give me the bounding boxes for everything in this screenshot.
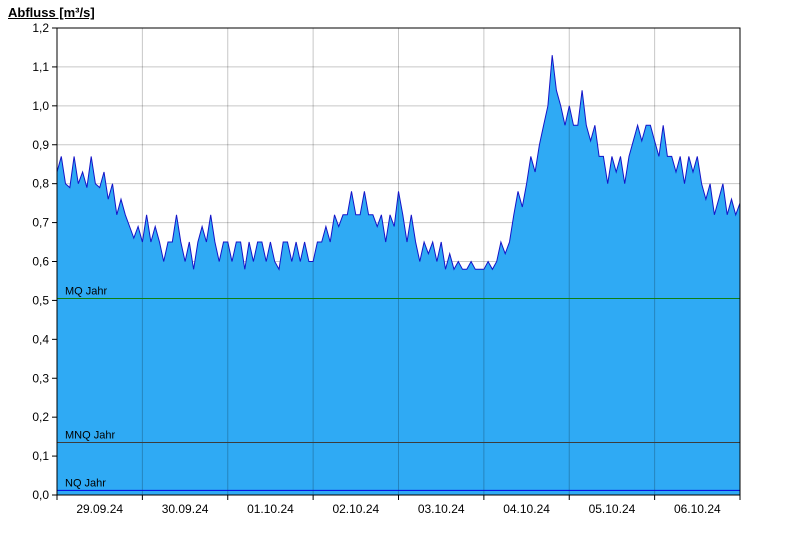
x-tick-label: 05.10.24 <box>589 502 636 516</box>
x-tick-label: 29.09.24 <box>76 502 123 516</box>
x-tick-label: 02.10.24 <box>332 502 379 516</box>
y-tick-label: 0,0 <box>32 488 49 502</box>
chart-title: Abfluss [m³/s] <box>8 5 95 20</box>
y-tick-label: 1,0 <box>32 99 49 113</box>
y-tick-label: 0,3 <box>32 371 49 385</box>
reference-label: NQ Jahr <box>65 477 106 489</box>
y-tick-label: 0,8 <box>32 177 49 191</box>
reference-label: MQ Jahr <box>65 285 108 297</box>
y-tick-label: 0,1 <box>32 449 49 463</box>
y-tick-label: 1,2 <box>32 21 49 35</box>
reference-label: MNQ Jahr <box>65 429 115 441</box>
y-tick-label: 1,1 <box>32 60 49 74</box>
y-tick-label: 0,5 <box>32 293 49 307</box>
x-tick-label: 03.10.24 <box>418 502 465 516</box>
y-tick-label: 0,6 <box>32 255 49 269</box>
x-tick-label: 01.10.24 <box>247 502 294 516</box>
discharge-line <box>56 55 741 271</box>
x-tick-label: 06.10.24 <box>674 502 721 516</box>
y-tick-label: 0,2 <box>32 410 49 424</box>
y-tick-label: 0,4 <box>32 332 49 346</box>
y-tick-label: 0,9 <box>32 138 49 152</box>
y-tick-label: 0,7 <box>32 216 49 230</box>
x-tick-label: 30.09.24 <box>162 502 209 516</box>
discharge-area-fill <box>57 55 740 495</box>
x-tick-label: 04.10.24 <box>503 502 550 516</box>
